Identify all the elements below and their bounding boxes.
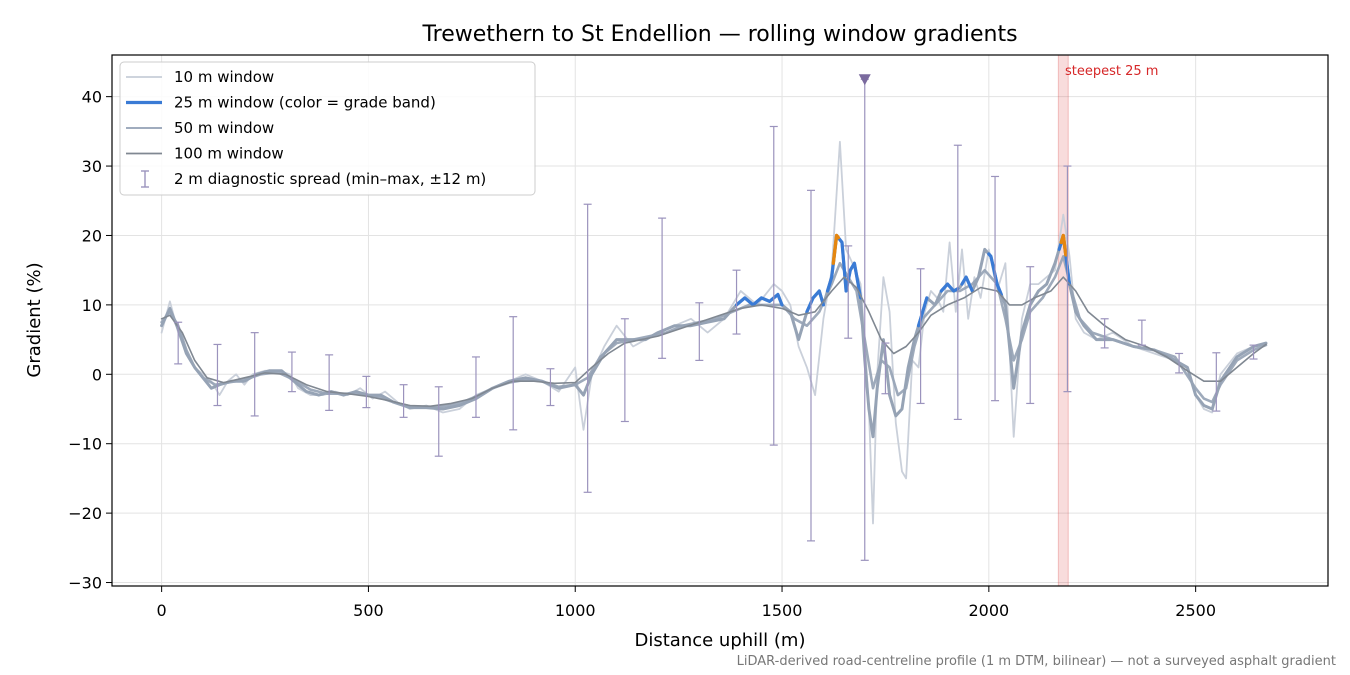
error-bars-layer <box>174 78 1258 561</box>
y-tick-label: −10 <box>68 435 102 454</box>
series-layer <box>160 140 1268 525</box>
steepest-band-layer <box>1057 54 1069 587</box>
series-highlight-blue <box>805 289 825 314</box>
legend-label: 10 m window <box>174 68 274 86</box>
y-axis-label: Gradient (%) <box>24 262 45 377</box>
x-tick-label: 1500 <box>762 601 803 620</box>
series-line-10-m-window <box>160 140 1267 525</box>
legend: 10 m window 25 m window (color = grade ba… <box>119 61 536 196</box>
y-tick-label: 10 <box>82 296 102 315</box>
axis-ticks: 0 500 1000 1500 2000 2500 −30 −20 −10 0 10 20 30 40 <box>68 88 1216 620</box>
marker-layer <box>858 74 871 86</box>
legend-box <box>119 61 536 196</box>
series-line-50-m-window <box>160 255 1268 409</box>
x-tick-label: 1000 <box>555 601 596 620</box>
series-highlight-orange <box>831 233 840 265</box>
y-tick-label: 0 <box>92 365 102 384</box>
x-tick-label: 2500 <box>1175 601 1216 620</box>
x-tick-label: 0 <box>157 601 167 620</box>
y-tick-label: −30 <box>68 574 102 593</box>
series-highlight-blue <box>960 275 974 293</box>
plot-frame <box>111 54 1329 587</box>
legend-label: 2 m diagnostic spread (min–max, ±12 m) <box>174 170 486 188</box>
x-tick-label: 2000 <box>968 601 1009 620</box>
legend-label: 50 m window <box>174 119 274 137</box>
legend-label: 100 m window <box>174 145 284 163</box>
y-tick-label: 30 <box>82 157 102 176</box>
y-tick-label: 20 <box>82 226 102 245</box>
series-highlight-blue <box>825 233 863 300</box>
series-highlight-blue <box>987 252 1003 297</box>
series-highlight-orange <box>1059 233 1068 257</box>
legend-label: 25 m window (color = grade band) <box>174 94 436 112</box>
series-highlight-blue <box>734 292 784 307</box>
steepest-annotation-label: steepest 25 m <box>1065 64 1158 79</box>
steepest-band <box>1057 54 1069 587</box>
series-highlight-blue <box>939 282 960 293</box>
max-spread-marker <box>858 74 871 86</box>
series-line-100-m-window <box>160 276 1267 407</box>
footnote: LiDAR-derived road-centreline profile (1… <box>737 654 1336 669</box>
x-tick-label: 500 <box>353 601 384 620</box>
y-tick-label: −20 <box>68 504 102 523</box>
chart-title: Trewethern to St Endellion — rolling win… <box>421 22 1017 47</box>
y-tick-label: 40 <box>82 88 102 107</box>
x-axis-label: Distance uphill (m) <box>635 630 806 651</box>
